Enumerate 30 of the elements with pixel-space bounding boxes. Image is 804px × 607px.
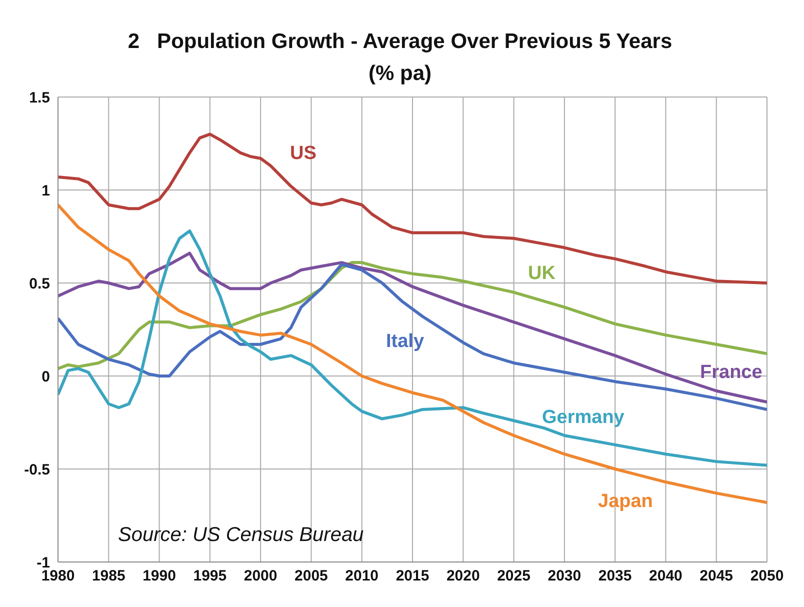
x-tick-label: 2050 <box>750 568 784 585</box>
chart-title: 2 Population Growth - Average Over Previous 5 Years <box>126 29 674 55</box>
x-tick-label: 2045 <box>700 568 734 585</box>
x-tick-label: 2005 <box>294 568 328 585</box>
series-label: Italy <box>386 331 424 353</box>
series-label: Germany <box>542 407 624 429</box>
x-tick-label: 2025 <box>497 568 530 585</box>
y-tick-label: 0.5 <box>29 275 50 292</box>
y-tick-label: 1.5 <box>29 89 50 106</box>
x-tick-label: 2020 <box>446 568 480 585</box>
x-tick-label: 2015 <box>396 568 430 585</box>
series-label: UK <box>528 263 556 285</box>
x-tick-label: 1990 <box>142 568 176 585</box>
x-tick-label: 2040 <box>649 568 682 585</box>
series-label: US <box>290 143 316 165</box>
x-tick-label: 2000 <box>244 568 278 585</box>
x-tick-label: 2035 <box>598 568 632 585</box>
chart-subtitle: (% pa) <box>368 61 432 87</box>
x-tick-label: 2030 <box>548 568 582 585</box>
y-tick-label: -0.5 <box>24 461 50 478</box>
line-series <box>58 132 767 284</box>
y-tick-label: 0 <box>42 368 50 386</box>
x-tick-label: 2010 <box>345 568 379 585</box>
x-tick-label: 1995 <box>193 568 227 585</box>
line-series <box>58 229 767 467</box>
y-tick-label: 1 <box>42 182 50 200</box>
series-label: Japan <box>598 491 653 513</box>
series-label: France <box>700 362 762 384</box>
annotation: Source: US Census Bureau <box>118 524 364 547</box>
x-tick-label: 1985 <box>92 568 126 585</box>
